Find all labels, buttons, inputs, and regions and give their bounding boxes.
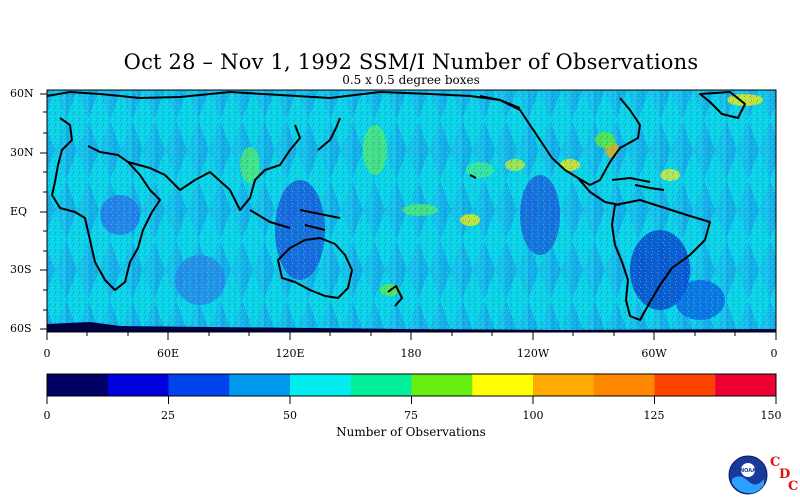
- lon-label-60e: 60E: [156, 347, 180, 360]
- page-title: Oct 28 – Nov 1, 1992 SSM/I Number of Obs…: [123, 50, 699, 74]
- lon-label-0: 0: [43, 347, 51, 360]
- colorbar-segment: [533, 374, 595, 396]
- cdc-letter-c1: C: [770, 455, 781, 470]
- observation-field: [47, 90, 776, 332]
- noaa-logo: NOAA: [728, 455, 768, 495]
- colorbar-label-50: 50: [283, 409, 297, 422]
- lat-label-eq: EQ: [10, 205, 28, 218]
- lon-label-60w: 60W: [641, 347, 667, 360]
- lon-label-120e: 120E: [275, 347, 305, 360]
- colorbar-segment: [654, 374, 716, 396]
- lat-label-30s: 30S: [10, 263, 32, 276]
- colorbar-title: Number of Observations: [336, 425, 486, 439]
- colorbar-segment: [715, 374, 777, 396]
- lon-label-120w: 120W: [516, 347, 550, 360]
- lat-label-60s: 60S: [10, 322, 32, 335]
- colorbar-label-25: 25: [161, 409, 175, 422]
- colorbar: [47, 374, 777, 396]
- colorbar-label-150: 150: [760, 409, 782, 422]
- longitude-ticks: [46, 332, 777, 340]
- colorbar-segment: [229, 374, 291, 396]
- colorbar-label-0: 0: [43, 409, 51, 422]
- noaa-logo-text: NOAA: [740, 468, 756, 474]
- colorbar-segment: [350, 374, 412, 396]
- cdc-letter-d: D: [779, 467, 791, 482]
- colorbar-segment: [290, 374, 352, 396]
- lon-label-0-east: 0: [770, 347, 778, 360]
- lon-label-180: 180: [400, 347, 422, 360]
- latitude-ticks: [40, 93, 47, 330]
- lat-label-60n: 60N: [10, 87, 34, 100]
- colorbar-segment: [47, 374, 109, 396]
- colorbar-segment: [107, 374, 169, 396]
- colorbar-label-125: 125: [643, 409, 665, 422]
- colorbar-segment: [411, 374, 473, 396]
- colorbar-ticks: [46, 396, 777, 404]
- coastlines: [47, 91, 746, 321]
- colorbar-segment: [472, 374, 534, 396]
- colorbar-label-100: 100: [522, 409, 544, 422]
- colorbar-segment: [168, 374, 230, 396]
- colorbar-segment: [593, 374, 655, 396]
- cdc-letter-c2: C: [788, 479, 799, 494]
- colorbar-label-75: 75: [404, 409, 418, 422]
- lat-label-30n: 30N: [10, 146, 34, 159]
- page-subtitle: 0.5 x 0.5 degree boxes: [342, 73, 480, 87]
